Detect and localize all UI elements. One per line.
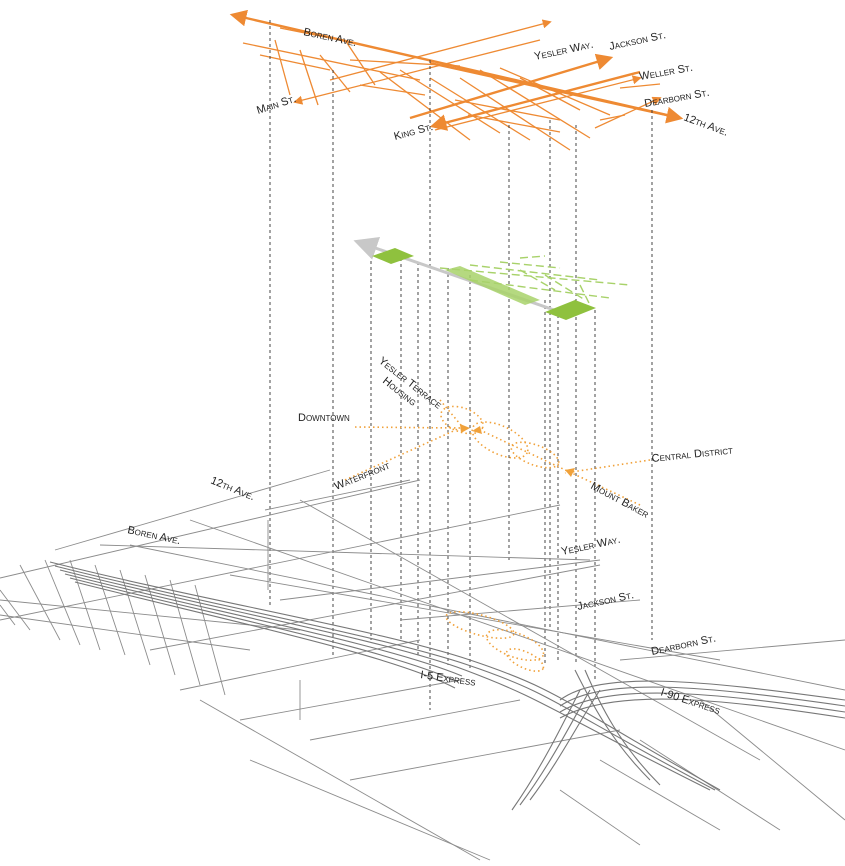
label-central-district: Central District <box>651 445 734 465</box>
connection-diagram <box>344 399 651 506</box>
label-top-yesler: Yesler Way. <box>533 39 594 63</box>
green-network <box>439 255 631 306</box>
label-top-king: King St. <box>393 121 435 143</box>
label-top-weller: Weller St. <box>638 62 693 83</box>
label-mount-baker: Mount Baker <box>589 480 651 521</box>
label-base-twelfth: 12th Ave. <box>209 475 257 504</box>
central-arrow <box>565 468 575 477</box>
label-top-boren: Boren Ave. <box>302 26 357 49</box>
label-waterfront: Waterfront <box>333 460 392 493</box>
label-base-boren: Boren Ave. <box>126 524 181 547</box>
green-plaza-east <box>545 300 596 320</box>
downtown-arrow <box>460 424 470 433</box>
main-st-line <box>293 39 541 105</box>
king-st-line <box>429 70 641 131</box>
top-street-layer <box>229 9 684 151</box>
base-street-map <box>0 469 845 861</box>
label-top-jackson: Jackson St. <box>608 29 667 53</box>
projection-lines <box>269 20 653 710</box>
label-base-i90: I-90 Express <box>659 686 721 717</box>
green-open-space-layer <box>353 236 631 320</box>
yesler-way-line <box>329 19 552 81</box>
label-top-twelfth: 12th Ave. <box>682 112 730 139</box>
label-top-dearborn: Dearborn St. <box>643 87 710 110</box>
green-strip <box>445 266 540 305</box>
label-top-main: Main St. <box>255 93 298 117</box>
base-connection-footprint <box>445 610 545 672</box>
label-downtown: Downtown <box>298 412 350 424</box>
freeways <box>49 561 845 811</box>
label-base-jackson: Jackson St. <box>576 589 635 613</box>
label-base-yesler: Yesler Way. <box>560 534 621 558</box>
middle-labels: Yesler Terrace Housing Downtown Waterfro… <box>298 355 734 521</box>
green-plaza-west <box>372 248 414 264</box>
yesler-arrow <box>472 426 482 434</box>
weller-st-line <box>434 75 642 131</box>
twelfth-ave-line <box>429 61 684 124</box>
dearborn-st-line <box>594 96 662 129</box>
top-secondary-streets <box>242 27 661 151</box>
